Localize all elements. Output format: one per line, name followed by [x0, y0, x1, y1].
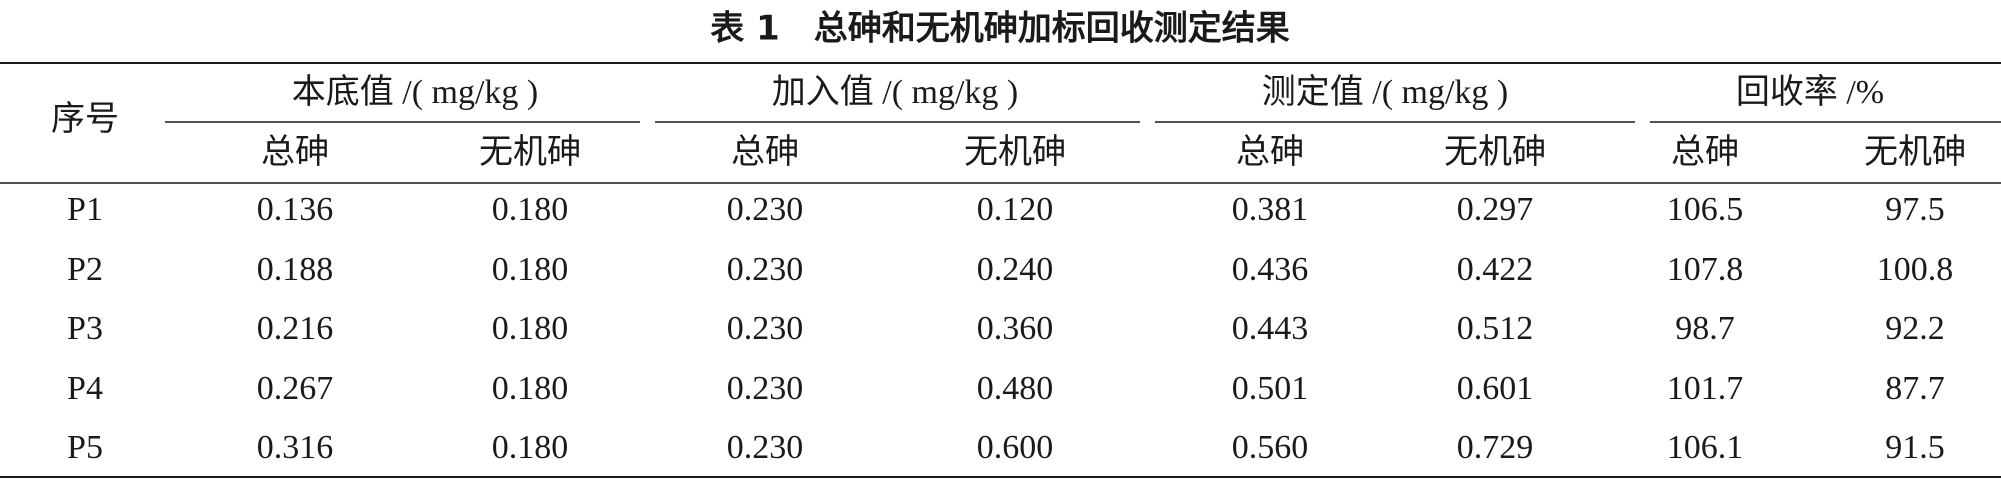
cell: 101.7 — [1667, 370, 1744, 407]
cell: 91.5 — [1885, 429, 1945, 466]
cell: 100.8 — [1877, 251, 1954, 288]
cell: 0.729 — [1457, 429, 1534, 466]
cell: 0.600 — [977, 429, 1054, 466]
cell: 98.7 — [1675, 310, 1735, 347]
sub-header: 总砷 — [261, 133, 329, 171]
sub-header: 无机砷 — [479, 133, 581, 171]
group-header: 回收率 /% — [1736, 73, 1884, 111]
cell: 97.5 — [1885, 191, 1945, 228]
cell: 0.422 — [1457, 251, 1534, 288]
cell: 0.188 — [257, 251, 334, 288]
row-label: P1 — [67, 191, 103, 228]
cell: 0.120 — [977, 191, 1054, 228]
cell: 0.267 — [257, 370, 334, 407]
sub-header: 总砷 — [1671, 133, 1739, 171]
row-label: P3 — [67, 310, 103, 347]
sub-header: 总砷 — [1236, 133, 1304, 171]
cell: 0.316 — [257, 429, 334, 466]
cell: 106.1 — [1667, 429, 1744, 466]
sub-header: 无机砷 — [1444, 133, 1546, 171]
cell: 0.230 — [727, 191, 804, 228]
cell: 0.360 — [977, 310, 1054, 347]
cell: 0.180 — [492, 191, 569, 228]
group-header: 测定值 /( mg/kg ) — [1262, 73, 1508, 111]
cell: 0.180 — [492, 370, 569, 407]
sub-header: 总砷 — [731, 133, 799, 171]
corner-header: 序号 — [51, 100, 119, 138]
cell: 0.297 — [1457, 191, 1534, 228]
cell: 0.230 — [727, 251, 804, 288]
cell: 0.480 — [977, 370, 1054, 407]
cell: 0.240 — [977, 251, 1054, 288]
group-header: 加入值 /( mg/kg ) — [772, 73, 1018, 111]
row-label: P4 — [67, 370, 103, 407]
cell: 0.230 — [727, 429, 804, 466]
cell: 0.180 — [492, 251, 569, 288]
cell: 0.180 — [492, 429, 569, 466]
cell: 0.136 — [257, 191, 334, 228]
cell: 106.5 — [1667, 191, 1744, 228]
cell: 0.216 — [257, 310, 334, 347]
group-header: 本底值 /( mg/kg ) — [292, 73, 538, 111]
row-label: P5 — [67, 429, 103, 466]
cell: 0.436 — [1232, 251, 1309, 288]
table-title: 表 1 总砷和无机砷加标回收测定结果 — [710, 9, 1290, 49]
cell: 0.180 — [492, 310, 569, 347]
cell: 87.7 — [1885, 370, 1945, 407]
cell: 0.512 — [1457, 310, 1534, 347]
cell: 0.560 — [1232, 429, 1309, 466]
row-label: P2 — [67, 251, 103, 288]
cell: 0.443 — [1232, 310, 1309, 347]
cell: 0.501 — [1232, 370, 1309, 407]
cell: 107.8 — [1667, 251, 1744, 288]
sub-header: 无机砷 — [1864, 133, 1966, 171]
cell: 0.601 — [1457, 370, 1534, 407]
cell: 92.2 — [1885, 310, 1945, 347]
cell: 0.381 — [1232, 191, 1309, 228]
sub-header: 无机砷 — [964, 133, 1066, 171]
cell: 0.230 — [727, 370, 804, 407]
cell: 0.230 — [727, 310, 804, 347]
